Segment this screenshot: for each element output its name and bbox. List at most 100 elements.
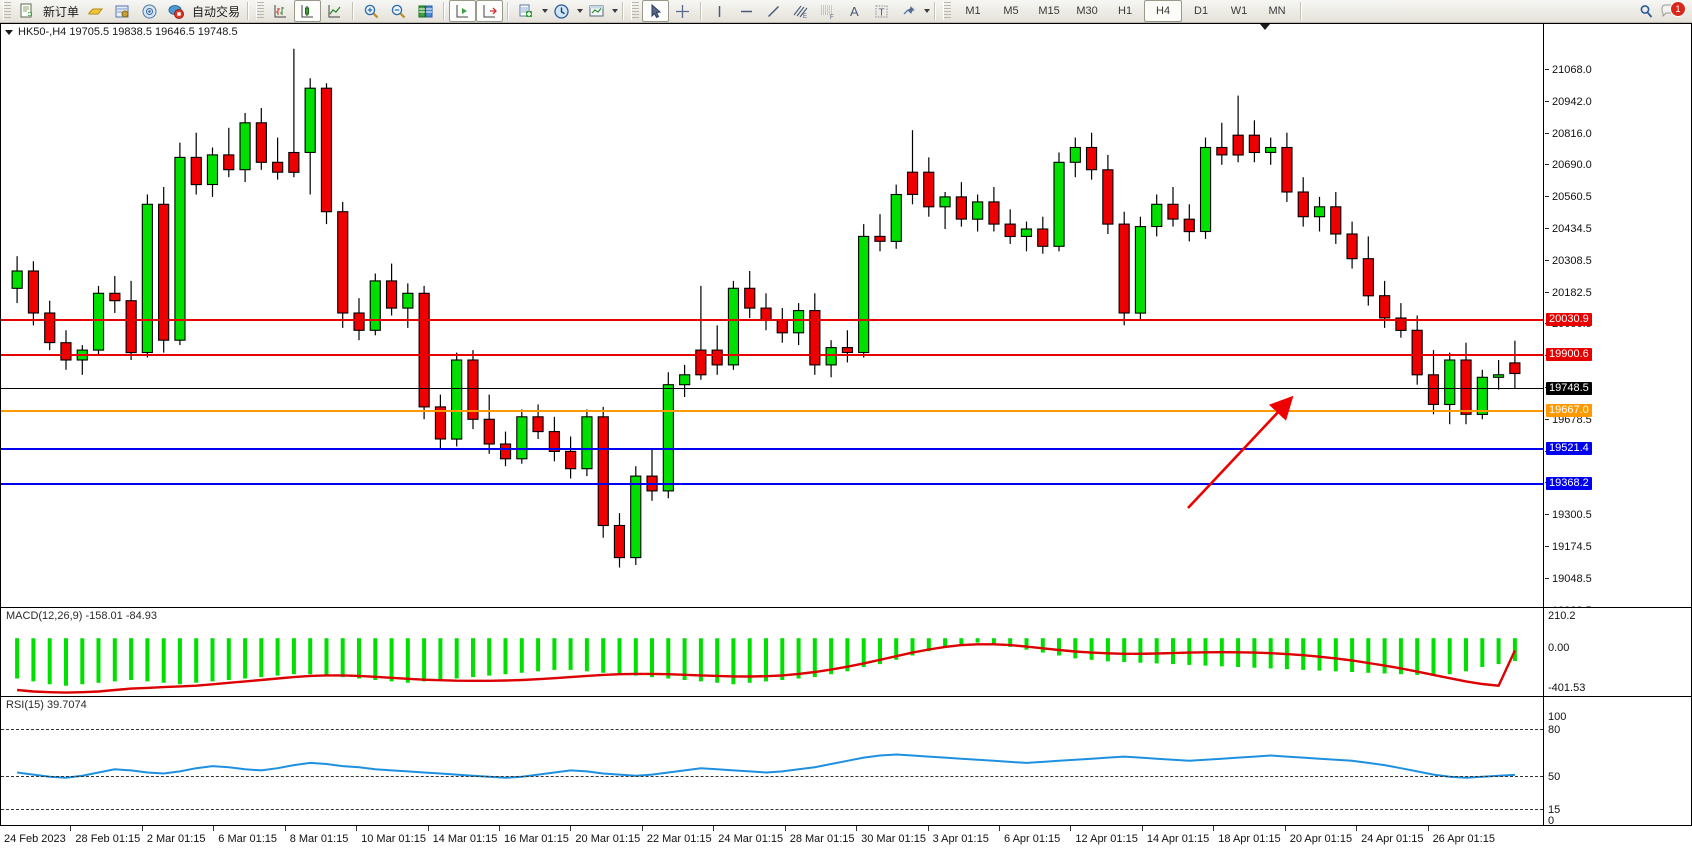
trendline-icon[interactable]: [760, 0, 787, 22]
price-tick-16: 19048.5: [1545, 573, 1592, 585]
new-order-icon[interactable]: [14, 0, 41, 22]
svg-text:F: F: [830, 15, 834, 20]
price-pane[interactable]: HK50-,H4 19705.5 19838.5 19646.5 19748.5: [0, 23, 1692, 648]
fibo-icon[interactable]: F: [814, 0, 841, 22]
price-axis[interactable]: 21068.0 20942.0 20816.0 20690.0 20560.5 20434…: [1543, 24, 1691, 648]
symbol-ohlc-text: HK50-,H4 19705.5 19838.5 19646.5 19748.5: [18, 26, 238, 38]
toolbar-separator-8: [1300, 2, 1303, 20]
toolbar-separator-6: [700, 2, 703, 20]
rsi-axis[interactable]: 100 80 50 15 0: [1543, 697, 1691, 827]
navigator-icon[interactable]: [136, 0, 163, 22]
time-label-4: 8 Mar 01:15: [289, 833, 349, 845]
chart-area[interactable]: HK50-,H4 19705.5 19838.5 19646.5 19748.5: [0, 23, 1692, 854]
price-tag-last-price[interactable]: 19748.5: [1546, 382, 1592, 395]
zoom-in-icon[interactable]: [358, 0, 385, 22]
level-line-entry[interactable]: [1, 410, 1543, 412]
candlestick-series: [11, 48, 1521, 568]
timeframe-mn[interactable]: MN: [1268, 5, 1286, 17]
toolbar-grip-2[interactable]: [256, 2, 265, 20]
price-tick-6: 20308.5: [1545, 255, 1592, 267]
timeframe-m5[interactable]: M5: [1003, 5, 1019, 17]
equidistant-icon[interactable]: E: [787, 0, 814, 22]
time-tick-7: [499, 826, 500, 831]
objects-dropdown-caret[interactable]: [924, 9, 931, 13]
time-tick-6: [427, 826, 429, 831]
toolbar-grip-3[interactable]: [631, 2, 640, 20]
macd-pane[interactable]: MACD(12,26,9) -158.01 -84.93 210.2 0.00 …: [0, 607, 1692, 697]
level-line-support-2[interactable]: [1, 483, 1543, 485]
indicators-icon[interactable]: [513, 0, 540, 22]
price-tick-0: 21068.0: [1545, 64, 1592, 76]
templates-dropdown-caret[interactable]: [612, 9, 619, 13]
candlestick-icon[interactable]: [294, 0, 322, 22]
timeframe-m30[interactable]: M30: [1076, 5, 1098, 17]
time-tick-2: [141, 826, 143, 831]
timeframe-w1[interactable]: W1: [1230, 5, 1248, 17]
price-tag-resistance-1[interactable]: 19900.6: [1546, 348, 1592, 361]
macd-tick-0: 210.2: [1548, 610, 1576, 622]
notification-count: 1: [1670, 1, 1686, 17]
timeframe-m15[interactable]: M15: [1038, 5, 1060, 17]
text-icon[interactable]: A: [841, 0, 868, 22]
hline-icon[interactable]: [733, 0, 760, 22]
macd-axis[interactable]: 210.2 0.00 -401.53: [1543, 608, 1691, 696]
timeframe-h1[interactable]: H1: [1118, 5, 1133, 17]
search-icon[interactable]: [1633, 0, 1660, 22]
symbol-info-bar: HK50-,H4 19705.5 19838.5 19646.5 19748.5: [5, 26, 238, 38]
bar-chart-icon[interactable]: [267, 0, 294, 22]
price-tick-4: 20560.5: [1545, 191, 1592, 203]
templates-icon[interactable]: [583, 0, 610, 22]
level-line-resistance-1[interactable]: [1, 354, 1543, 356]
price-tag-resistance-2[interactable]: 20030.9: [1546, 313, 1592, 326]
macd-tick-2: -401.53: [1548, 682, 1586, 694]
shift-start-icon[interactable]: [449, 0, 477, 22]
shift-end-icon[interactable]: [476, 0, 504, 22]
line-chart-icon[interactable]: [321, 0, 348, 22]
price-tag-support-2[interactable]: 19368.2: [1546, 477, 1592, 490]
new-order-label[interactable]: 新订单: [43, 4, 80, 19]
macd-series: [15, 638, 1517, 694]
data-window-icon[interactable]: [109, 0, 136, 22]
time-label-8: 20 Mar 01:15: [575, 833, 641, 845]
time-tick-13: [927, 826, 929, 831]
time-axis[interactable]: 24 Feb 2023 28 Feb 01:15 2 Mar 01:15 6 Mar …: [0, 825, 1692, 854]
indicators-dropdown-caret[interactable]: [542, 9, 549, 13]
toolbar-separator: [247, 2, 250, 20]
notification-icon[interactable]: 1: [1660, 1, 1686, 21]
collapse-triangle-icon[interactable]: [5, 29, 13, 35]
time-label-18: 20 Apr 01:15: [1289, 833, 1353, 845]
toolbar-separator-5: [622, 2, 625, 20]
timeframe-m1[interactable]: M1: [965, 5, 981, 17]
level-line-support-1[interactable]: [1, 448, 1543, 450]
time-label-16: 14 Apr 01:15: [1146, 833, 1210, 845]
label-icon[interactable]: T: [868, 0, 895, 22]
gold-bar-icon[interactable]: [82, 0, 109, 22]
time-tick-14: [999, 826, 1000, 831]
auto-trading-label[interactable]: 自动交易: [192, 4, 241, 19]
crosshair-icon[interactable]: [669, 0, 696, 22]
timeframe-d1[interactable]: D1: [1194, 5, 1209, 17]
grid-icon[interactable]: [412, 0, 439, 22]
period-dropdown-caret[interactable]: [577, 9, 584, 13]
rsi-pane[interactable]: RSI(15) 39.7074 100 80 50 15 0: [0, 696, 1692, 827]
rsi-plot[interactable]: [1, 697, 1543, 825]
toolbar-grip[interactable]: [3, 2, 11, 20]
cursor-icon[interactable]: [642, 0, 670, 22]
time-label-17: 18 Apr 01:15: [1218, 833, 1281, 845]
vline-icon[interactable]: [706, 0, 733, 22]
timeframe-h4[interactable]: H4: [1144, 0, 1183, 22]
zoom-out-icon[interactable]: [385, 0, 412, 22]
price-tag-entry-level[interactable]: 19667.0: [1546, 404, 1592, 417]
time-tick-19: [1356, 826, 1358, 831]
level-line-resistance-2[interactable]: [1, 319, 1543, 321]
time-label-13: 3 Apr 01:15: [932, 833, 989, 845]
price-tag-support-1[interactable]: 19521.4: [1546, 442, 1592, 455]
toolbar-grip-4[interactable]: [943, 2, 952, 20]
time-tick-20: [1427, 826, 1429, 831]
price-plot[interactable]: [1, 24, 1543, 607]
time-tick-3: [213, 826, 215, 831]
period-icon[interactable]: [548, 0, 575, 22]
objects-icon[interactable]: [895, 0, 922, 22]
macd-plot[interactable]: [1, 608, 1543, 696]
auto-trading-icon[interactable]: [163, 0, 190, 22]
